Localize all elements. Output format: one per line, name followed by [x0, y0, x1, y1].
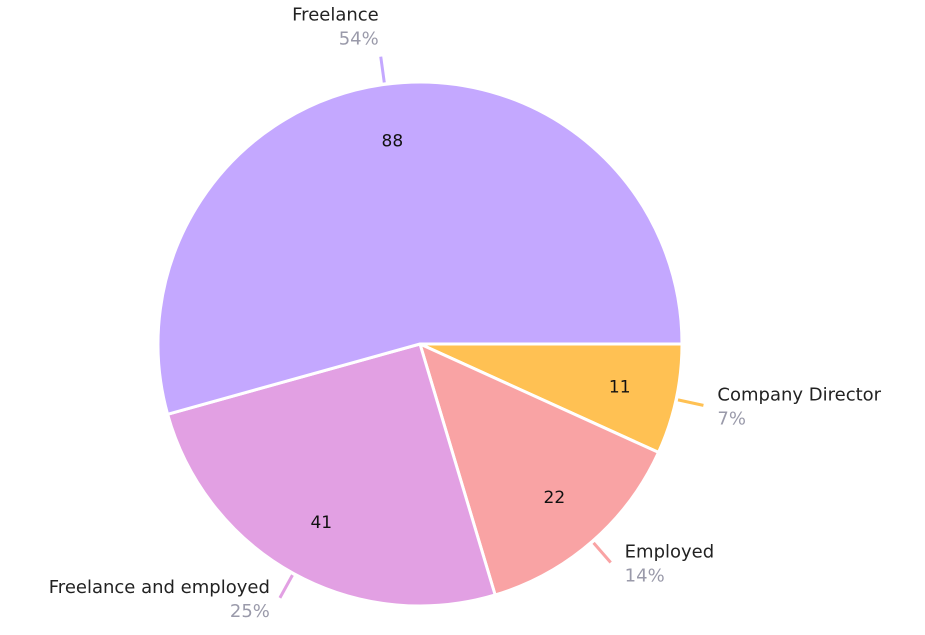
slice-share: 54%: [339, 29, 379, 50]
slice-share: 14%: [625, 565, 665, 586]
leader-line: [278, 574, 294, 599]
slice-value: 11: [609, 377, 631, 397]
slice-label: Employed: [625, 541, 715, 562]
slice-share: 7%: [717, 408, 746, 429]
slice-value: 88: [382, 132, 404, 152]
leader-line: [592, 541, 612, 564]
slice-label: Freelance: [292, 5, 379, 26]
slice-label: Freelance and employed: [49, 577, 270, 598]
slice-label: Company Director: [717, 384, 881, 405]
leader-line: [677, 398, 704, 407]
pie-slice: [419, 342, 684, 455]
pie-slice: [417, 341, 661, 597]
leader-line: [379, 56, 386, 83]
slice-value: 41: [310, 513, 332, 533]
slice-share: 25%: [230, 601, 270, 622]
pie-slice: [165, 342, 498, 608]
slice-value: 22: [544, 488, 566, 508]
pie-slice: [156, 80, 684, 417]
